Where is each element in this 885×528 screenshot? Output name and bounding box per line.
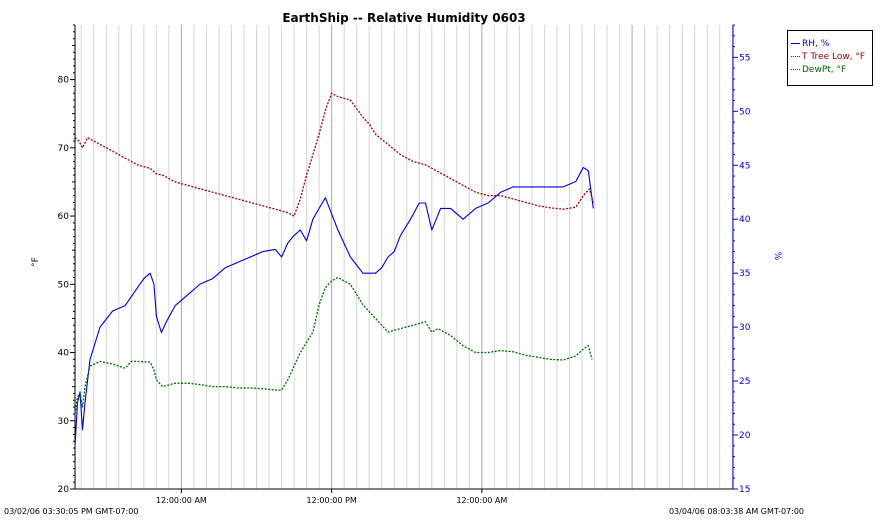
y-axis-left-tick-label: 30: [58, 417, 70, 427]
y-axis-right-label: %: [772, 252, 782, 261]
vertical-gridlines: [80, 25, 733, 489]
legend-item-t-tree-low: T Tree Low, °F: [791, 52, 865, 62]
y-axis-left-tick-label: 60: [58, 212, 70, 222]
y-axis-right-tick-label: 35: [739, 269, 750, 279]
legend-swatch-rh: [791, 43, 800, 44]
y-axis-left-tick-label: 80: [58, 76, 70, 86]
chart-title: EarthShip -- Relative Humidity 0603: [282, 11, 525, 25]
series-line-t-tree-low-f: [74, 92, 594, 217]
series-lines: [74, 92, 594, 446]
y-axis-right-tick-label: 30: [739, 323, 751, 333]
legend-swatch-dewpt: [791, 69, 800, 70]
y-axis-left-tick-label: 50: [58, 280, 70, 290]
y-axis-right-tick-label: 45: [739, 161, 750, 171]
y-axis-right-tick-label: 40: [739, 215, 751, 225]
x-axis-tick-label: 12:00:00 AM: [456, 496, 507, 505]
y-axis-left-tick-label: 40: [58, 349, 70, 359]
x-axis-end-label: 03/04/06 08:03:38 AM GMT-07:00: [669, 507, 804, 516]
series-line-dewpt-f: [74, 276, 593, 414]
x-axis-start-label: 03/02/06 03:30:05 PM GMT-07:00: [4, 507, 138, 516]
x-axis-tick-label: 12:00:00 AM: [156, 496, 207, 505]
legend: RH, % T Tree Low, °F DewPt, °F: [787, 30, 873, 86]
y-axis-left-tick-label: 70: [58, 144, 70, 154]
y-axis-right-tick-label: 20: [739, 431, 751, 441]
y-axis-right-tick-label: 15: [739, 485, 750, 495]
legend-swatch-t-tree-low: [791, 56, 800, 57]
legend-label-t-tree-low: T Tree Low, °F: [802, 52, 866, 62]
y-axis-left-label: °F: [31, 257, 41, 267]
y-axis-right-tick-label: 55: [739, 53, 750, 63]
legend-item-dewpt: DewPt, °F: [791, 65, 846, 75]
legend-item-rh: RH, %: [791, 39, 829, 49]
legend-label-rh: RH, %: [802, 39, 830, 49]
y-axis-right-tick-label: 25: [739, 377, 750, 387]
y-axis-right-tick-label: 50: [739, 107, 751, 117]
axes: 20 30 40 50 60 70 80 15 20 25 30 35 40 45 50 55 12:00:00…: [58, 24, 751, 505]
series-line-rh: [74, 166, 594, 446]
y-axis-left-tick-label: 20: [58, 485, 70, 495]
legend-label-dewpt: DewPt, °F: [802, 65, 847, 75]
x-axis-tick-label: 12:00:00 PM: [307, 496, 357, 505]
